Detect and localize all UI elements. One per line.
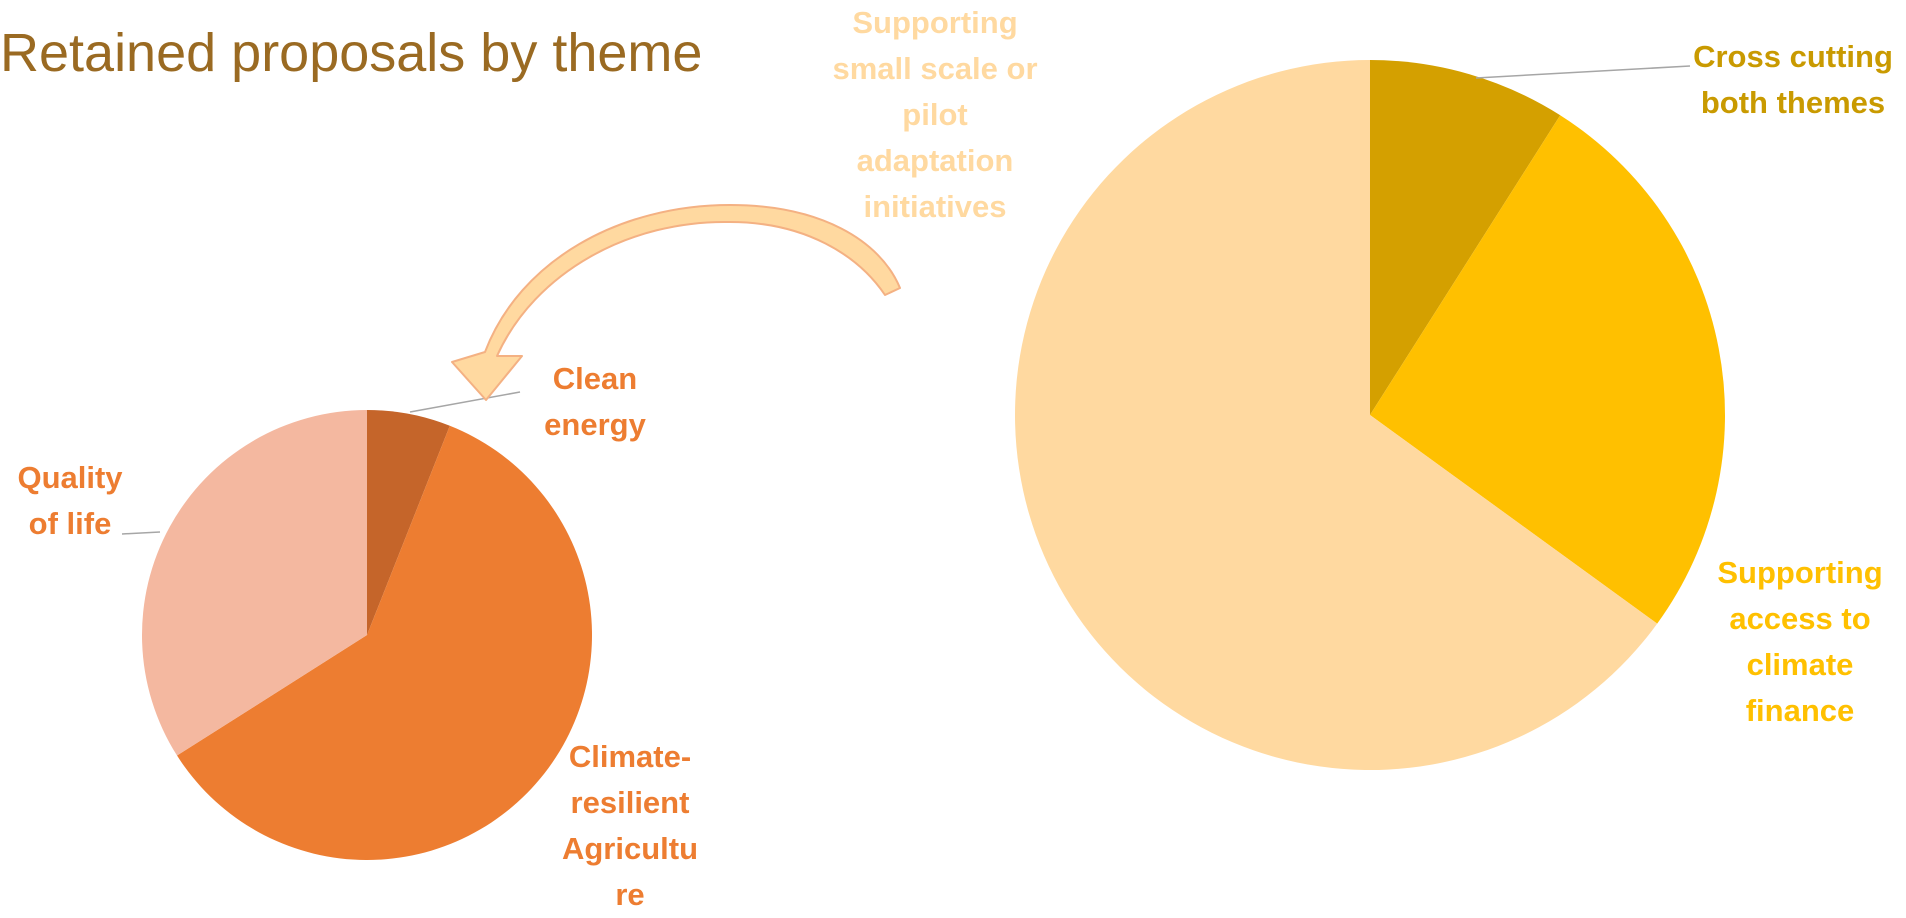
chart-title: Retained proposals by theme xyxy=(0,23,703,83)
left-pie xyxy=(141,410,592,860)
label-clean-energy: Clean energy xyxy=(515,356,675,448)
label-line: re xyxy=(615,877,645,912)
label-line: initiatives xyxy=(863,189,1007,224)
label-climate-resilient-agriculture: Climate- resilient Agricultu re xyxy=(540,734,720,918)
label-line: resilient xyxy=(570,785,690,820)
label-line: small scale or xyxy=(832,51,1038,86)
label-supporting-small-scale-pilot: Supporting small scale or pilot adaptati… xyxy=(815,0,1055,230)
label-line: Agricultu xyxy=(561,831,699,866)
leader-line-0 xyxy=(409,391,521,413)
left-pie-slice-2 xyxy=(141,410,367,756)
label-line: finance xyxy=(1745,693,1855,728)
right-pie-slice-1 xyxy=(1370,115,1725,624)
label-cross-cutting: Cross cutting both themes xyxy=(1680,34,1906,126)
label-quality-of-life: Quality of life xyxy=(0,455,140,547)
left-pie-slice-0 xyxy=(367,410,450,635)
label-line: Quality xyxy=(17,460,123,495)
label-supporting-access-to-climate-finance: Supporting access to climate finance xyxy=(1700,550,1900,734)
label-line: Climate- xyxy=(568,739,692,774)
label-line: of life xyxy=(28,506,112,541)
leader-lines xyxy=(121,65,1691,535)
right-pie xyxy=(1014,60,1725,771)
label-line: climate xyxy=(1746,647,1854,682)
label-line: adaptation xyxy=(856,143,1014,178)
label-line: pilot xyxy=(902,97,968,132)
label-line: Clean xyxy=(552,361,638,396)
label-line: energy xyxy=(544,407,646,442)
right-pie-slice-0 xyxy=(1370,60,1561,415)
label-line: Supporting xyxy=(852,5,1018,40)
label-line: Cross cutting xyxy=(1693,39,1893,74)
leader-line-2 xyxy=(121,531,161,535)
label-line: both themes xyxy=(1700,85,1886,120)
leader-line-1 xyxy=(1475,65,1691,79)
left-pie-slice-1 xyxy=(177,425,592,860)
curved-arrow-icon xyxy=(451,204,901,401)
right-pie-slice-2 xyxy=(1014,60,1658,771)
label-line: Supporting xyxy=(1717,555,1883,590)
label-line: access to xyxy=(1729,601,1871,636)
